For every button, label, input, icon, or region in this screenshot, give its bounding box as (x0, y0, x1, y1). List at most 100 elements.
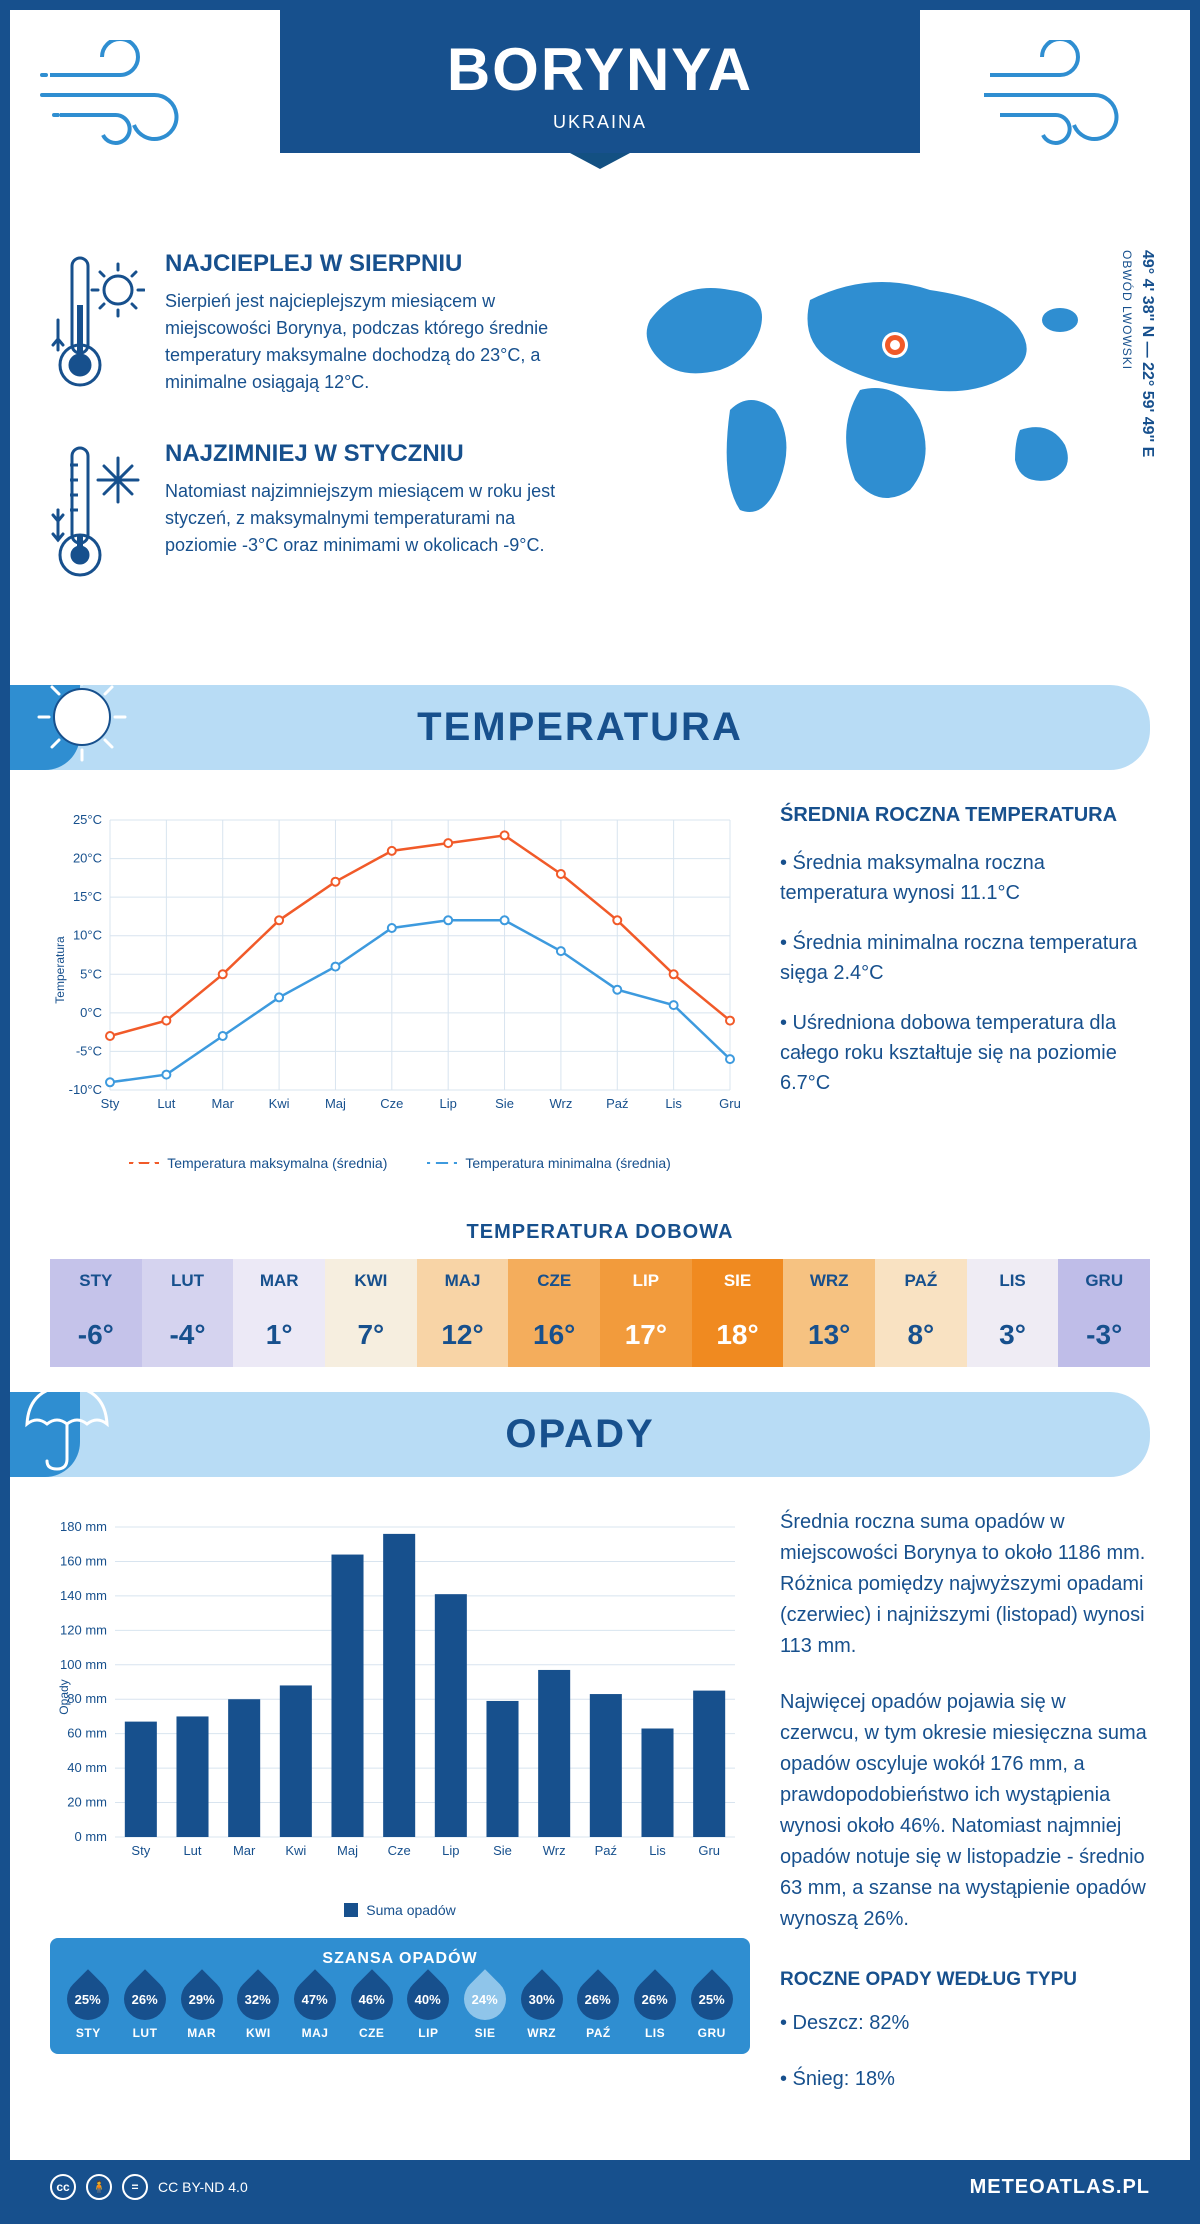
daily-cell: STY-6° (50, 1259, 142, 1367)
svg-text:10°C: 10°C (73, 928, 102, 943)
daily-cell: MAR1° (233, 1259, 325, 1367)
svg-text:Cze: Cze (380, 1096, 403, 1111)
svg-text:Maj: Maj (325, 1096, 346, 1111)
svg-text:Cze: Cze (388, 1843, 411, 1858)
legend-min: Temperatura minimalna (średnia) (427, 1155, 670, 1171)
svg-text:25°C: 25°C (73, 812, 102, 827)
svg-text:40 mm: 40 mm (67, 1760, 107, 1775)
svg-text:-5°C: -5°C (76, 1043, 102, 1058)
svg-text:Paź: Paź (606, 1096, 628, 1111)
region-label: OBWÓD LWOWSKI (1120, 250, 1134, 370)
precip-title: OPADY (505, 1412, 654, 1457)
coldest-text: Natomiast najzimniejszym miesiącem w rok… (165, 478, 585, 559)
svg-text:Paź: Paź (595, 1843, 617, 1858)
temp-stats: ŚREDNIA ROCZNA TEMPERATURA • Średnia mak… (780, 800, 1150, 1171)
svg-text:140 mm: 140 mm (60, 1588, 107, 1603)
chance-drop: 30%WRZ (513, 1978, 570, 2040)
precip-text: Średnia roczna suma opadów w miejscowośc… (780, 1507, 1150, 2120)
wind-icon (980, 40, 1160, 155)
chance-drop: 32%KWI (230, 1978, 287, 2040)
world-map: OBWÓD LWOWSKI 49° 4' 38'' N — 22° 59' 49… (630, 250, 1150, 630)
brand-label: METEOATLAS.PL (970, 2176, 1150, 2199)
svg-text:Gru: Gru (698, 1843, 720, 1858)
daily-cell: WRZ13° (783, 1259, 875, 1367)
wind-icon (40, 40, 220, 155)
warmest-block: NAJCIEPLEJ W SIERPNIU Sierpień jest najc… (50, 250, 600, 405)
daily-cell: LIS3° (967, 1259, 1059, 1367)
thermometer-snow-icon (50, 440, 145, 595)
legend-max: Temperatura maksymalna (średnia) (129, 1155, 387, 1171)
svg-text:Lut: Lut (183, 1843, 201, 1858)
warmest-title: NAJCIEPLEJ W SIERPNIU (165, 250, 585, 278)
svg-text:Temperatura: Temperatura (53, 936, 67, 1004)
city-name: BORYNYA (280, 35, 920, 104)
warmest-text: Sierpień jest najcieplejszym miesiącem w… (165, 288, 585, 396)
svg-text:Mar: Mar (212, 1096, 235, 1111)
chance-drop: 25%STY (60, 1978, 117, 2040)
chance-drop: 40%LIP (400, 1978, 457, 2040)
umbrella-icon (17, 1374, 117, 1474)
svg-text:Wrz: Wrz (543, 1843, 566, 1858)
thermometer-sun-icon (50, 250, 145, 405)
svg-text:Kwi: Kwi (269, 1096, 290, 1111)
svg-text:Maj: Maj (337, 1843, 358, 1858)
precip-section-bar: OPADY (10, 1392, 1150, 1477)
chance-drop: 46%CZE (343, 1978, 400, 2040)
svg-text:0°C: 0°C (80, 1005, 102, 1020)
coords-label: 49° 4' 38'' N — 22° 59' 49'' E (1138, 250, 1156, 630)
nd-icon: = (122, 2174, 148, 2200)
daily-cell: PAŹ8° (875, 1259, 967, 1367)
coldest-title: NAJZIMNIEJ W STYCZNIU (165, 440, 585, 468)
svg-text:20 mm: 20 mm (67, 1795, 107, 1810)
svg-text:5°C: 5°C (80, 966, 102, 981)
country-name: UKRAINA (280, 112, 920, 133)
footer-bar: cc 🧍 = CC BY-ND 4.0 METEOATLAS.PL (10, 2160, 1190, 2214)
cc-icon: cc (50, 2174, 76, 2200)
temp-line-chart: -10°C -5°C 0°C 5°C 10°C 15°C 20°C 25°C Sty Lut Mar… (50, 800, 750, 1171)
svg-text:0 mm: 0 mm (75, 1829, 108, 1844)
svg-text:160 mm: 160 mm (60, 1553, 107, 1568)
coldest-block: NAJZIMNIEJ W STYCZNIU Natomiast najzimni… (50, 440, 600, 595)
chance-drop: 25%GRU (683, 1978, 740, 2040)
daily-cell: MAJ12° (417, 1259, 509, 1367)
svg-text:Mar: Mar (233, 1843, 256, 1858)
chance-drop: 26%PAŹ (570, 1978, 627, 2040)
svg-text:Sty: Sty (131, 1843, 150, 1858)
chance-drop: 26%LUT (117, 1978, 174, 2040)
daily-cell: LUT-4° (142, 1259, 234, 1367)
svg-text:180 mm: 180 mm (60, 1519, 107, 1534)
daily-cell: GRU-3° (1058, 1259, 1150, 1367)
svg-text:Sty: Sty (101, 1096, 120, 1111)
chance-drop: 47%MAJ (287, 1978, 344, 2040)
svg-text:Lis: Lis (665, 1096, 682, 1111)
by-icon: 🧍 (86, 2174, 112, 2200)
daily-temp-table: STY-6°LUT-4°MAR1°KWI7°MAJ12°CZE16°LIP17°… (50, 1259, 1150, 1367)
chance-drop: 26%LIS (627, 1978, 684, 2040)
daily-cell: LIP17° (600, 1259, 692, 1367)
license-info: cc 🧍 = CC BY-ND 4.0 (50, 2174, 248, 2200)
svg-text:Kwi: Kwi (285, 1843, 306, 1858)
svg-text:20°C: 20°C (73, 851, 102, 866)
svg-text:Opady: Opady (57, 1679, 71, 1714)
svg-text:15°C: 15°C (73, 889, 102, 904)
sun-icon (35, 670, 130, 765)
daily-cell: SIE18° (692, 1259, 784, 1367)
header-banner: BORYNYA UKRAINA (10, 10, 1190, 220)
svg-text:120 mm: 120 mm (60, 1622, 107, 1637)
chance-panel: SZANSA OPADÓW 25%STY26%LUT29%MAR32%KWI47… (50, 1938, 750, 2054)
title-banner: BORYNYA UKRAINA (280, 10, 920, 153)
svg-text:Lut: Lut (157, 1096, 175, 1111)
svg-text:Lip: Lip (440, 1096, 457, 1111)
chance-drop: 24%SIE (457, 1978, 514, 2040)
svg-text:100 mm: 100 mm (60, 1657, 107, 1672)
temp-title: TEMPERATURA (417, 705, 743, 750)
precip-bar-chart: 0 mm20 mm40 mm60 mm80 mm100 mm120 mm140 … (50, 1507, 750, 1887)
svg-text:-10°C: -10°C (69, 1082, 102, 1097)
svg-text:Lis: Lis (649, 1843, 666, 1858)
daily-temp-title: TEMPERATURA DOBOWA (10, 1221, 1190, 1244)
daily-cell: KWI7° (325, 1259, 417, 1367)
svg-text:60 mm: 60 mm (67, 1726, 107, 1741)
daily-cell: CZE16° (508, 1259, 600, 1367)
svg-text:Lip: Lip (442, 1843, 459, 1858)
chance-drop: 29%MAR (173, 1978, 230, 2040)
